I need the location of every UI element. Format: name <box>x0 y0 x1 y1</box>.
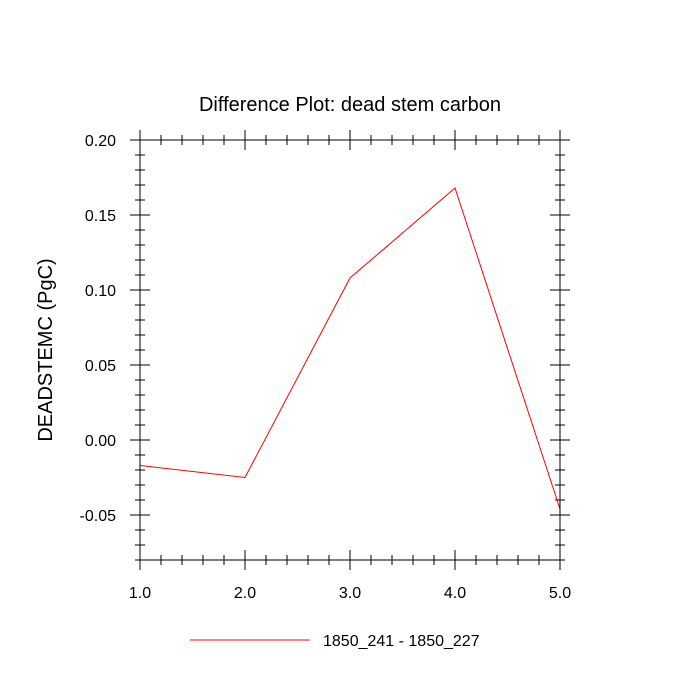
legend-series-label: 1850_241 - 1850_227 <box>323 633 480 650</box>
plot-frame <box>139 139 561 561</box>
x-tick-label: 3.0 <box>339 585 361 602</box>
y-tick-label: 0.20 <box>85 133 116 150</box>
y-tick-label: 0.05 <box>85 358 116 375</box>
series-layer <box>139 187 561 510</box>
x-tick-labels: 1.0 2.0 3.0 4.0 5.0 <box>129 585 571 602</box>
y-tick-labels: -0.05 0.00 0.05 0.10 0.15 0.20 <box>80 133 117 525</box>
x-tick-label: 1.0 <box>129 585 151 602</box>
legend: 1850_241 - 1850_227 <box>190 633 480 650</box>
minor-ticks <box>135 135 565 565</box>
chart-title: Difference Plot: dead stem carbon <box>199 94 501 116</box>
y-axis-label: DEADSTEMC (PgC) <box>35 258 57 441</box>
y-tick-label: -0.05 <box>80 508 117 525</box>
y-tick-label: 0.00 <box>85 433 116 450</box>
y-tick-label: 0.10 <box>85 283 116 300</box>
x-tick-label: 5.0 <box>549 585 571 602</box>
y-tick-label: 0.15 <box>85 208 116 225</box>
x-tick-label: 2.0 <box>234 585 256 602</box>
x-tick-label: 4.0 <box>444 585 466 602</box>
series-line <box>139 187 561 510</box>
major-ticks <box>130 130 570 570</box>
